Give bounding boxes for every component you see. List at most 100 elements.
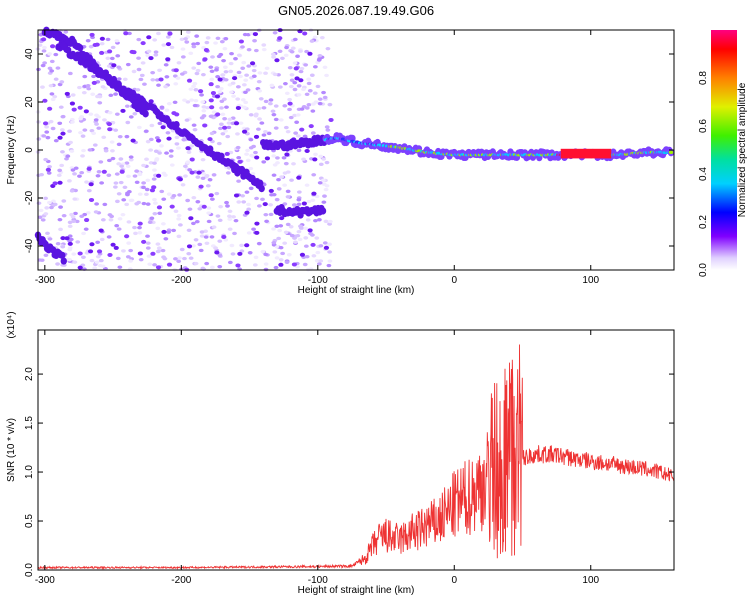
spectrogram-cell	[304, 92, 310, 97]
spectrogram-cell	[303, 236, 309, 240]
spectrogram-cell	[193, 98, 199, 103]
spectrogram-cell	[278, 258, 284, 262]
spectrogram-cell	[325, 128, 331, 132]
spectrogram-cell	[38, 208, 44, 213]
spectrogram-cell	[233, 193, 240, 198]
spectrogram-cell	[316, 262, 322, 266]
spectrogram-cell	[176, 259, 182, 263]
spectrogram-cell	[316, 58, 322, 62]
spectrogram-cell	[189, 157, 195, 162]
spectrogram-cell	[317, 53, 323, 58]
spectrogram-cell	[223, 238, 229, 242]
spectrogram-cell	[70, 93, 76, 97]
spectrogram-cell	[231, 94, 236, 98]
spectrogram-cell	[136, 125, 142, 130]
spectrogram-cell	[283, 81, 288, 86]
spectrogram-cell	[222, 117, 228, 121]
spectrogram-cell	[236, 156, 242, 160]
y-tick-label: 0.0	[24, 563, 35, 577]
spectrogram-cell	[209, 105, 215, 110]
spectrogram-cell	[113, 181, 119, 185]
spectrogram-cell	[124, 234, 130, 239]
spectrogram-cell	[254, 230, 260, 235]
spectrogram-cell	[271, 55, 276, 59]
spectrogram-cell	[296, 175, 302, 180]
spectrogram-cell	[124, 202, 130, 207]
spectrogram-cell	[59, 251, 66, 259]
spectrogram-cell	[119, 164, 125, 168]
spectrogram-cell	[71, 252, 77, 256]
spectrogram-cell	[67, 220, 73, 225]
spectrogram-cell	[192, 103, 198, 108]
spectrogram-cell	[241, 129, 248, 134]
spectrogram-cell	[253, 150, 258, 155]
spectrogram-cell	[274, 245, 280, 249]
spectrogram-cell	[292, 80, 298, 85]
spectrogram-cell	[235, 97, 241, 101]
spectrogram-cell	[313, 219, 318, 223]
spectrogram-cell	[301, 157, 306, 161]
spectrogram-cell	[150, 251, 156, 256]
spectrogram-cell	[285, 189, 291, 194]
spectrogram-cell	[152, 38, 158, 42]
spectrogram-cell	[99, 237, 105, 242]
spectrogram-cell	[208, 114, 214, 119]
spectrogram-cell	[85, 38, 91, 43]
spectrogram-cell	[67, 71, 73, 76]
spectrogram-cell	[219, 40, 225, 44]
spectrogram-cell	[49, 59, 55, 64]
spectrogram-cell	[191, 123, 197, 127]
spectrogram-cell	[192, 81, 198, 86]
spectrogram-cell	[86, 189, 92, 193]
spectrogram-cell	[276, 187, 282, 191]
spectrogram-cell	[246, 64, 252, 68]
spectrogram-cell	[233, 218, 239, 223]
spectrogram-cell	[91, 80, 97, 85]
spectrogram-cell	[280, 56, 285, 60]
spectrogram-cell	[166, 230, 171, 234]
spectrogram-cell	[187, 207, 193, 211]
colorbar-tick-label: 0.4	[698, 167, 709, 181]
snr-x-axis-label: Height of straight line (km)	[298, 585, 415, 596]
spectrogram-cell	[186, 251, 192, 256]
spectrogram-cell	[57, 82, 63, 87]
spectrogram-cell	[113, 128, 119, 132]
spectrogram-cell	[53, 139, 59, 143]
spectrogram-cell	[77, 265, 83, 270]
spectrogram-cell	[248, 113, 254, 117]
spectrogram-cell	[48, 83, 54, 88]
x-tick-label: 0	[451, 575, 457, 586]
spectrogram-cell	[126, 220, 132, 224]
spectrogram-cell	[226, 125, 232, 130]
spectrogram-cell	[204, 40, 210, 45]
spectrogram-cell	[248, 137, 254, 142]
y-tick-label: 1.0	[24, 465, 35, 479]
spectrogram-cell	[87, 249, 94, 254]
spectrogram-cell	[118, 180, 124, 185]
spectrogram-cell	[277, 36, 283, 41]
spectrogram-cell	[323, 219, 329, 224]
spectrogram-cell	[282, 183, 288, 187]
spectrogram-cell	[113, 185, 118, 189]
spectrogram-cell	[83, 109, 89, 114]
spectrogram-cell	[227, 217, 233, 221]
spectrogram-cell	[211, 110, 217, 114]
spectrogram-cell	[115, 256, 121, 261]
spectrogram-cell	[148, 99, 154, 104]
spectrogram-cell	[128, 259, 134, 263]
spectrogram-cell	[217, 253, 223, 257]
spectrogram-cell	[60, 150, 65, 154]
spectrogram-cell	[61, 199, 67, 203]
spectrogram-cell	[186, 78, 193, 83]
spectrogram-cell	[327, 102, 333, 107]
spectrogram-cell	[327, 259, 333, 263]
spectrogram-cell	[136, 37, 142, 42]
spectrogram-cell	[302, 31, 308, 36]
spectrogram-cell	[241, 200, 247, 204]
spectrogram-cell	[238, 121, 244, 125]
spectrogram-cell	[278, 246, 284, 250]
spectrogram-cell	[184, 40, 190, 44]
spectrogram-cell	[246, 202, 251, 207]
spectrogram-cell	[248, 166, 254, 171]
spectrogram-cell	[261, 43, 267, 47]
